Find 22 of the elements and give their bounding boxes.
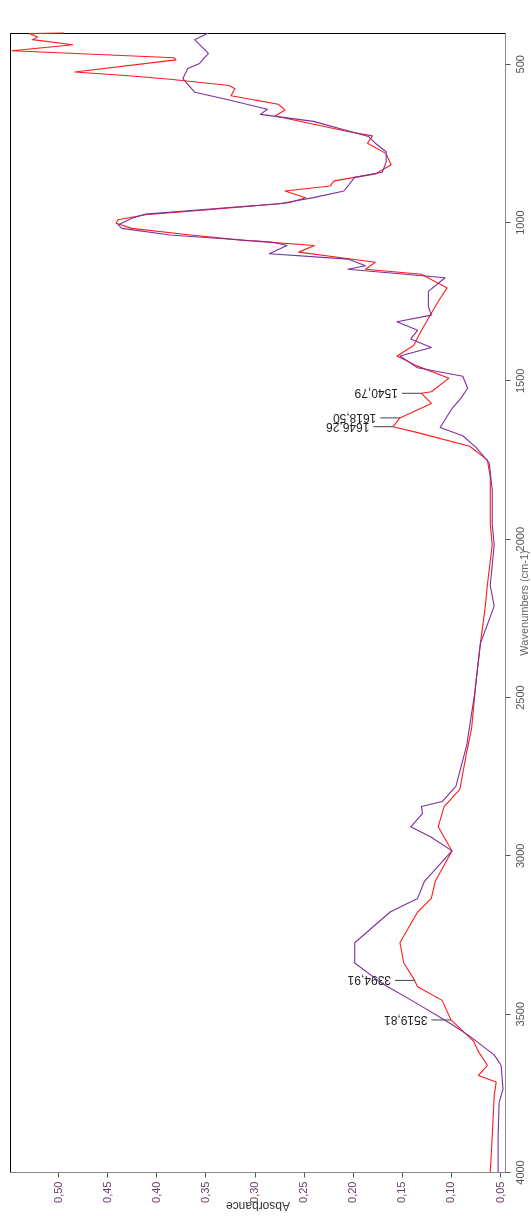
x-tick-label: 0,45 xyxy=(100,1181,113,1203)
x-tick-label: 0,30 xyxy=(248,1181,261,1203)
x-tick-label: 0,40 xyxy=(149,1181,162,1203)
x-tick-label: 0,20 xyxy=(346,1181,359,1203)
y-tick-label: 3500 xyxy=(513,1001,526,1027)
y-tick-label: 3000 xyxy=(513,843,526,869)
y-tick-label: 500 xyxy=(513,55,526,74)
x-tick-label: 0,35 xyxy=(198,1181,211,1203)
y-tick-label: 2500 xyxy=(513,685,526,710)
y-axis-title: Wavenumbers (cm-1) xyxy=(517,550,530,656)
annotation: 3394,91 xyxy=(347,973,392,988)
x-tick-label: 0,50 xyxy=(51,1181,64,1203)
x-tick-label: 0,25 xyxy=(297,1181,310,1203)
annotation: 1540,79 xyxy=(354,386,398,401)
annotation: 3519,81 xyxy=(383,1012,428,1027)
x-tick-label: 0,15 xyxy=(395,1181,408,1203)
x-tick-label: 0,05 xyxy=(493,1181,506,1203)
y-tick-label: 1500 xyxy=(513,368,526,394)
y-tick-label: 2000 xyxy=(513,526,526,552)
x-tick-label: 0,10 xyxy=(444,1181,457,1203)
y-tick-label: 4000 xyxy=(513,1160,526,1185)
y-tick-label: 1000 xyxy=(513,210,526,235)
